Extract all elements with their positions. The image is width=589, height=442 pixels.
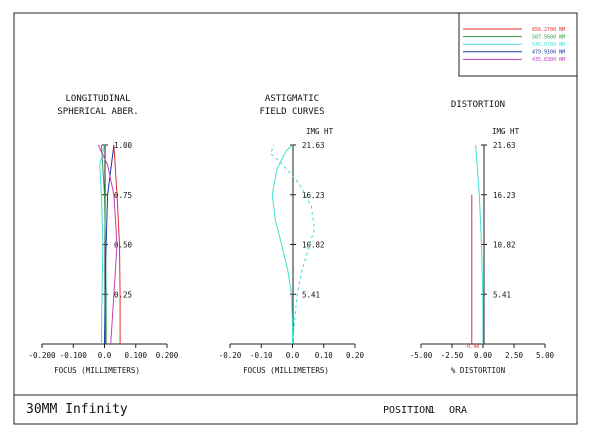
astig-title: ASTIGMATIC [265,94,319,104]
distortion-xlabel: % DISTORTION [451,366,505,375]
position-suffix: ORA [449,405,467,416]
legend-box [458,12,578,77]
series-line-0-1 [100,144,107,344]
y-tick-label-2-2: 16.23 [493,191,516,200]
plots: -0.200 -0.100 0.0 0.100 0.200 0.25 0.50 0.75 1.0… [28,141,554,360]
x-tick-label-0-2: 0.0 [98,351,112,360]
x-tick-label-0-3: 0.100 [124,351,147,360]
x-tick-label-0-0: -0.200 [28,351,56,360]
y-tick-label-1-0: 5.41 [302,290,320,299]
y-tick-label-1-2: 16.23 [302,191,325,200]
x-tick-label-1-1: -0.10 [250,351,273,360]
distortion-img-ht-label: IMG HT [492,127,520,136]
chart-1: -0.20 -0.10 0.0 0.10 0.20 5.41 10.82 16.23 21.63 [219,141,365,360]
series-line-0-0 [113,144,121,344]
y-tick-label-0-2: 0.75 [114,191,132,200]
y-tick-label-2-3: 21.63 [493,141,516,150]
y-tick-label-0-1: 0.50 [114,241,133,250]
x-tick-label-1-3: 0.10 [315,351,334,360]
lsa-subtitle: SPHERICAL ABER. [57,107,138,117]
chart-2: -5.00 -2.50 0.00 2.50 5.00 5.41 10.82 16.23 21.6… [410,141,555,360]
x-tick-label-0-4: 0.200 [156,351,179,360]
astig-subtitle: FIELD CURVES [259,107,324,117]
legend-label-0: 656.2700 NM [532,27,565,33]
sheet-border [13,12,578,425]
series-line-0-3 [104,144,115,345]
series-line-2-1 [475,144,484,345]
x-tick-label-0-1: -0.100 [60,351,88,360]
x-tick-label-1-4: 0.20 [346,351,365,360]
edge-label: -0.90 [464,344,479,350]
position-value: 1 [429,405,435,416]
x-tick-label-1-2: 0.0 [286,351,300,360]
legend-label-4: 435.8300 NM [532,57,565,63]
lsa-xlabel: FOCUS (MILLIMETERS) [54,366,140,375]
x-tick-label-1-0: -0.20 [219,351,242,360]
astig-img-ht-label: IMG HT [306,127,334,136]
x-tick-label-2-1: -2.50 [441,351,464,360]
astig-xlabel: FOCUS (MILLIMETERS) [243,366,329,375]
distortion-title: DISTORTION [451,100,505,110]
legend-label-2: 546.0700 NM [532,42,565,48]
legend-label-3: 479.9100 NM [532,50,565,56]
series-line-1-1 [270,144,315,345]
series-line-0-4 [97,144,118,345]
x-tick-label-2-4: 5.00 [536,351,555,360]
y-tick-label-0-3: 1.00 [114,141,133,150]
x-tick-label-2-2: 0.00 [474,351,493,360]
lsa-title: LONGITUDINAL [65,94,130,104]
y-tick-label-2-1: 10.82 [493,241,516,250]
chart-0: -0.200 -0.100 0.0 0.100 0.200 0.25 0.50 0.75 1.0… [28,141,178,360]
y-tick-label-1-1: 10.82 [302,241,325,250]
lens-name: 30MM Infinity [26,402,128,417]
y-tick-label-1-3: 21.63 [302,141,325,150]
legend-label-1: 587.5600 NM [532,34,565,40]
series-line-0-2 [99,144,105,345]
x-tick-label-2-0: -5.00 [410,351,433,360]
series-line-1-0 [271,144,293,344]
y-tick-label-0-0: 0.25 [114,290,132,299]
position-label: POSITION [383,405,431,416]
x-tick-label-2-3: 2.50 [505,351,524,360]
y-tick-label-2-0: 5.41 [493,290,511,299]
